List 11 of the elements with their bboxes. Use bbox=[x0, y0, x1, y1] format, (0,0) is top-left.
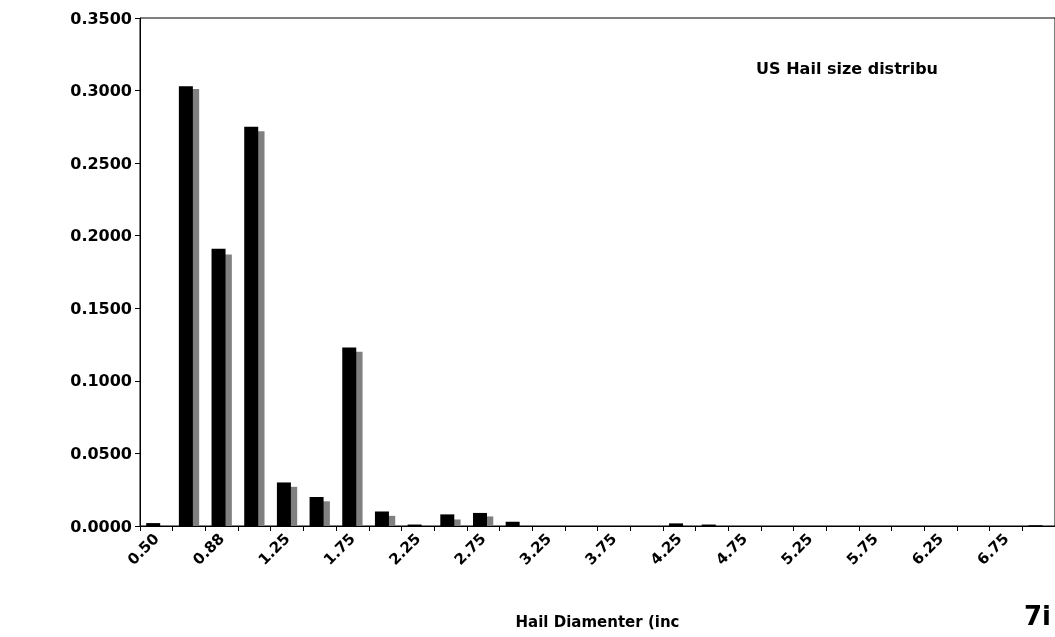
text: 7i bbox=[1024, 601, 1052, 631]
y-tick-label: 0.2500 bbox=[70, 153, 132, 173]
y-tick-label: 0.3000 bbox=[70, 81, 132, 101]
y-tick-label: 0.1500 bbox=[70, 298, 132, 318]
y-tick-label: 0.1000 bbox=[70, 371, 132, 391]
x-axis-title: Hail Diamenter (inc bbox=[515, 612, 680, 631]
y-tick-label: 0.0000 bbox=[70, 516, 132, 536]
y-tick-label: 0.0500 bbox=[70, 443, 132, 463]
text: US Hail size distribu bbox=[756, 58, 939, 78]
y-tick-label: 0.2000 bbox=[70, 226, 132, 246]
y-tick-label: 0.3500 bbox=[70, 8, 132, 28]
